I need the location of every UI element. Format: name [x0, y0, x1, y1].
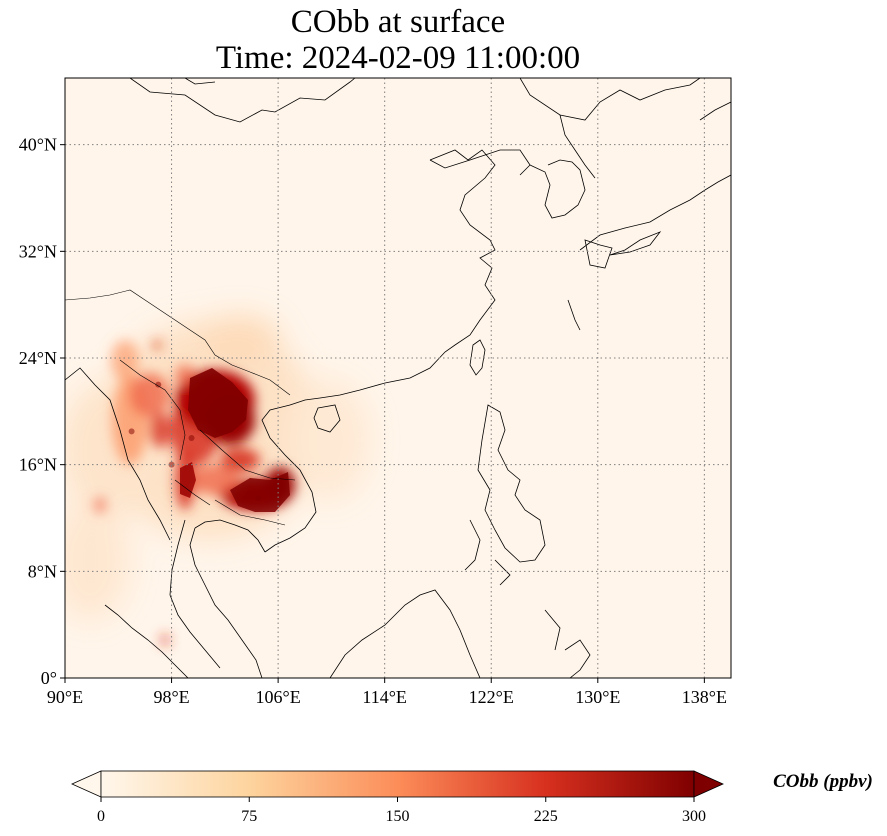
map-time: Time: 2024-02-09 11:00:00: [215, 40, 581, 76]
x-tick-label: 138°E: [682, 687, 727, 707]
map-title: CObb at surface: [290, 4, 506, 40]
hotspot-northern-thailand: [188, 435, 195, 441]
y-tick-label: 40°N: [19, 135, 57, 155]
colorbar-tick-label: 150: [386, 808, 410, 825]
y-tick-label: 24°N: [19, 348, 57, 368]
x-tick-label: 90°E: [47, 687, 83, 707]
colorbar-bar: [100, 770, 695, 798]
y-tick-label: 8°N: [28, 561, 57, 581]
concentration-field: [65, 315, 370, 646]
y-tick-label: 32°N: [19, 241, 57, 261]
colorbar-tick-label: 300: [682, 808, 706, 825]
hotspot-myanmar-south: [128, 428, 135, 435]
hotspot-thailand-west: [168, 461, 175, 468]
colorbar: 0 75 150 225 300 CObb (ppbv): [71, 770, 873, 825]
hotspot-cambodia: [255, 495, 262, 501]
map-frame: [64, 77, 732, 679]
x-tick-label: 114°E: [362, 687, 407, 707]
colorbar-tick-label: 75: [241, 808, 257, 825]
y-tick-label: 0°: [41, 668, 57, 688]
x-tick-label: 98°E: [153, 687, 189, 707]
colorbar-label: CObb (ppbv): [773, 771, 873, 792]
hotspot-myanmar-east: [155, 381, 162, 388]
colorbar-tick-label: 0: [97, 808, 105, 825]
x-tick-label: 130°E: [575, 687, 620, 707]
x-tick-label: 106°E: [256, 687, 301, 707]
colorbar-extend-high: [693, 770, 724, 798]
colorbar-extend-low: [71, 770, 102, 798]
y-tick-label: 16°N: [19, 455, 57, 475]
x-tick-label: 122°E: [469, 687, 514, 707]
hotspot-northern-laos: [215, 408, 222, 415]
colorbar-tick-label: 225: [534, 808, 558, 825]
